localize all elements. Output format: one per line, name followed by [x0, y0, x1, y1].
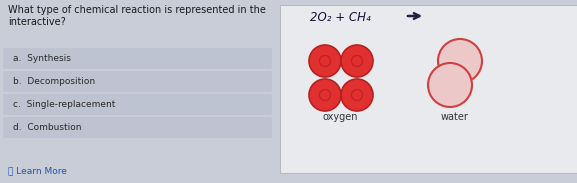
Circle shape — [309, 45, 341, 77]
Circle shape — [341, 79, 373, 111]
Text: c.  Single-replacement: c. Single-replacement — [13, 100, 115, 109]
Text: What type of chemical reaction is represented in the: What type of chemical reaction is repres… — [8, 5, 266, 15]
Text: a.  Synthesis: a. Synthesis — [13, 54, 71, 63]
FancyBboxPatch shape — [280, 5, 577, 173]
Circle shape — [341, 45, 373, 77]
Text: water: water — [441, 112, 469, 122]
Text: b.  Decomposition: b. Decomposition — [13, 77, 95, 86]
Text: ⓘ Learn More: ⓘ Learn More — [8, 166, 67, 175]
FancyBboxPatch shape — [3, 48, 272, 69]
Circle shape — [438, 39, 482, 83]
Text: 2O₂ + CH₄: 2O₂ + CH₄ — [310, 11, 379, 24]
Text: oxygen: oxygen — [322, 112, 358, 122]
FancyBboxPatch shape — [3, 117, 272, 138]
Circle shape — [428, 63, 472, 107]
Text: d.  Combustion: d. Combustion — [13, 123, 81, 132]
FancyBboxPatch shape — [3, 71, 272, 92]
Text: interactive?: interactive? — [8, 17, 66, 27]
FancyBboxPatch shape — [3, 94, 272, 115]
Circle shape — [309, 79, 341, 111]
